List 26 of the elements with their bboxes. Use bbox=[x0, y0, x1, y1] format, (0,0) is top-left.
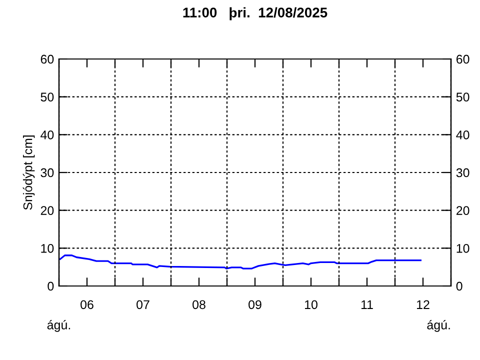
y-tick-label: 40 bbox=[40, 130, 54, 140]
y2-tick-label: 0 bbox=[456, 282, 462, 291]
x-tick-label: 11 bbox=[361, 300, 373, 309]
x-tick-label: 08 bbox=[192, 300, 206, 310]
x-tick-label: 09 bbox=[248, 300, 262, 310]
y2-tick-label: 50 bbox=[456, 92, 470, 102]
x-tick-label: 07 bbox=[136, 300, 150, 310]
y-axis-title: Snjódýpt [cm] bbox=[22, 136, 35, 210]
y-tick-label: 20 bbox=[40, 206, 54, 215]
y-tick-label: 10 bbox=[41, 244, 54, 253]
y2-tick-label: 10 bbox=[456, 244, 470, 253]
line-series bbox=[59, 254, 422, 270]
x-tick-label: 10 bbox=[305, 300, 318, 310]
y2-tick-label: 40 bbox=[456, 130, 470, 140]
y2-tick-label: 20 bbox=[456, 206, 470, 215]
chart-title: 11:00 þri. 12/08/2025 bbox=[183, 7, 328, 20]
text: ágú. bbox=[47, 320, 70, 332]
x-tick-label: 12 bbox=[417, 300, 430, 309]
y-tick-label: 0 bbox=[48, 282, 54, 291]
text: ágú. bbox=[427, 320, 450, 332]
y2-tick-label: 30 bbox=[456, 168, 470, 178]
y-tick-label: 50 bbox=[40, 92, 54, 102]
y-tick-label: 30 bbox=[40, 168, 54, 178]
x-tick-label: 06 bbox=[80, 300, 94, 310]
y-tick-label: 60 bbox=[40, 54, 54, 64]
y2-tick-label: 60 bbox=[456, 54, 470, 64]
